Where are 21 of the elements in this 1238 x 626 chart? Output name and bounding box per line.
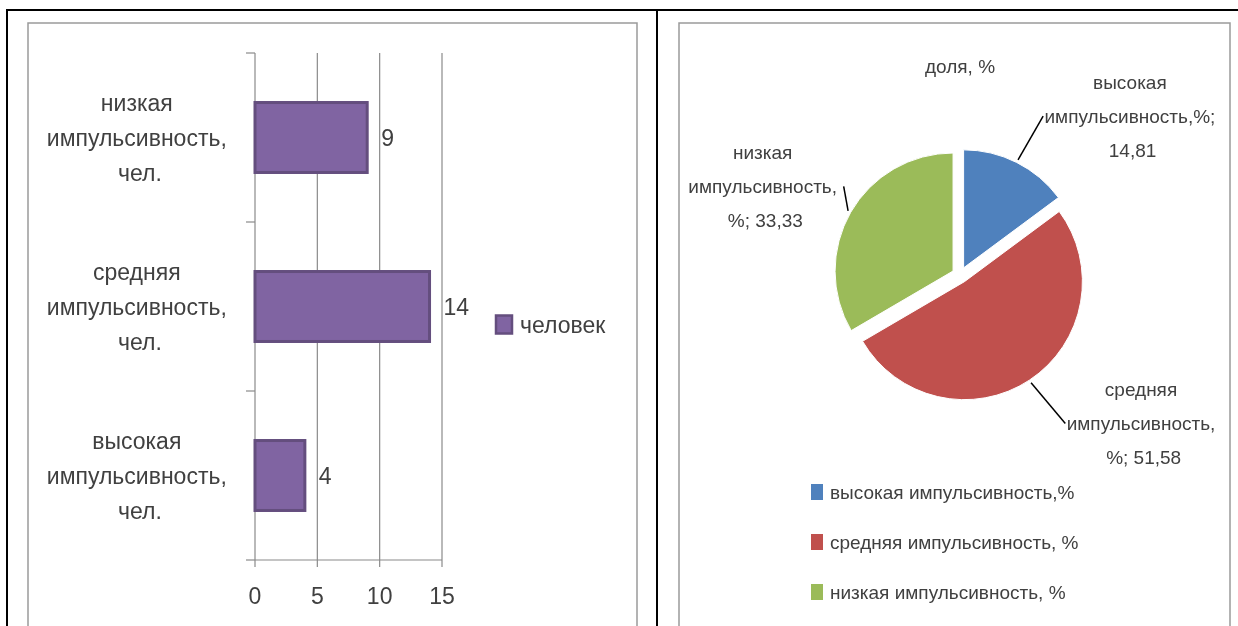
data-label: 9 <box>381 124 394 151</box>
x-tick-label: 0 <box>248 583 262 610</box>
bar <box>253 101 369 174</box>
y-tick-label: низкая импульсивность, чел. <box>46 89 234 186</box>
bar <box>253 439 307 512</box>
data-label: низкая импульсивность, %; 33,33 <box>688 142 843 232</box>
legend-label: средняя импульсивность, % <box>830 531 1079 553</box>
chart-title: доля, % <box>924 55 996 77</box>
data-label: средняя импульсивность, %; 51,58 <box>1066 379 1221 469</box>
x-tick-label: 5 <box>310 583 324 610</box>
y-tick-label: средняя импульсивность, чел. <box>46 258 234 355</box>
data-label: 4 <box>318 462 332 489</box>
data-label: 14 <box>443 293 470 320</box>
legend-label: человек <box>520 311 607 338</box>
y-tick-label: высокая импульсивность, чел. <box>46 427 234 524</box>
x-tick-label: 10 <box>366 583 393 610</box>
legend-label: высокая импульсивность,% <box>830 481 1075 503</box>
x-tick-label: 15 <box>429 583 455 610</box>
bar <box>253 270 432 343</box>
data-label: высокая импульсивность,%; 14,81 <box>1044 71 1221 161</box>
legend-label: низкая импульсивность, % <box>830 581 1066 603</box>
